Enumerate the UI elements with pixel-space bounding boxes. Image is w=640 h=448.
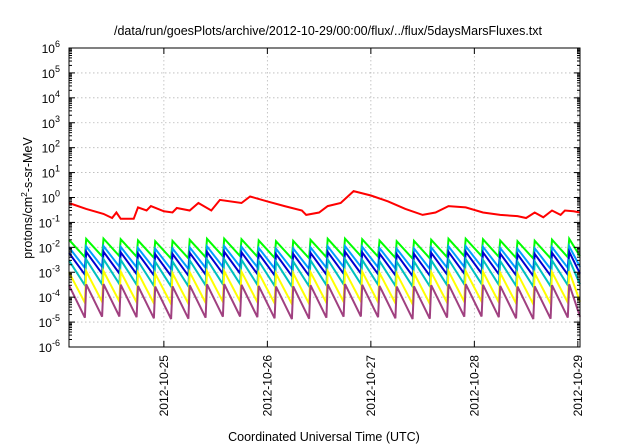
series-line-2 (68, 235, 581, 261)
x-tick-label: 2012-10-26 (260, 355, 274, 417)
y-tick-label: 103 (42, 114, 60, 131)
axis-ticks (69, 47, 580, 348)
y-tick-label: 104 (42, 89, 60, 106)
y-tick-label: 10-5 (39, 313, 60, 330)
series-line-7 (68, 283, 581, 320)
x-tick-label: 2012-10-27 (364, 355, 378, 417)
series-line-1 (68, 189, 581, 220)
x-tick-labels: 2012-10-25 2012-10-26 2012-10-27 2012-10-28… (157, 355, 585, 417)
y-tick-label: 105 (42, 64, 60, 81)
y-tick-label: 10-1 (39, 213, 60, 230)
data-series (68, 189, 581, 320)
series-line-6 (68, 267, 581, 308)
x-tick-label: 2012-10-25 (157, 355, 171, 417)
y-tick-label: 10-6 (39, 338, 60, 355)
x-tick-label: 2012-10-28 (467, 355, 481, 417)
y-tick-labels: 10-6 10-5 10-4 10-3 10-2 10-1 100 101 102 103 104 1… (39, 39, 60, 355)
y-tick-label: 101 (42, 164, 60, 181)
y-axis-label: protons/cm2-s-sr-MeV (19, 137, 35, 259)
y-tick-label: 10-4 (39, 288, 60, 305)
x-tick-label: 2012-10-29 (571, 355, 585, 417)
x-axis-label: Coordinated Universal Time (UTC) (228, 430, 420, 444)
y-tick-label: 10-3 (39, 263, 60, 280)
y-tick-label: 106 (42, 39, 60, 56)
y-tick-label: 10-2 (39, 238, 60, 255)
chart-title: /data/run/goesPlots/archive/2012-10-29/0… (114, 24, 543, 38)
y-tick-label: 102 (42, 139, 60, 156)
y-tick-label: 100 (42, 189, 60, 206)
